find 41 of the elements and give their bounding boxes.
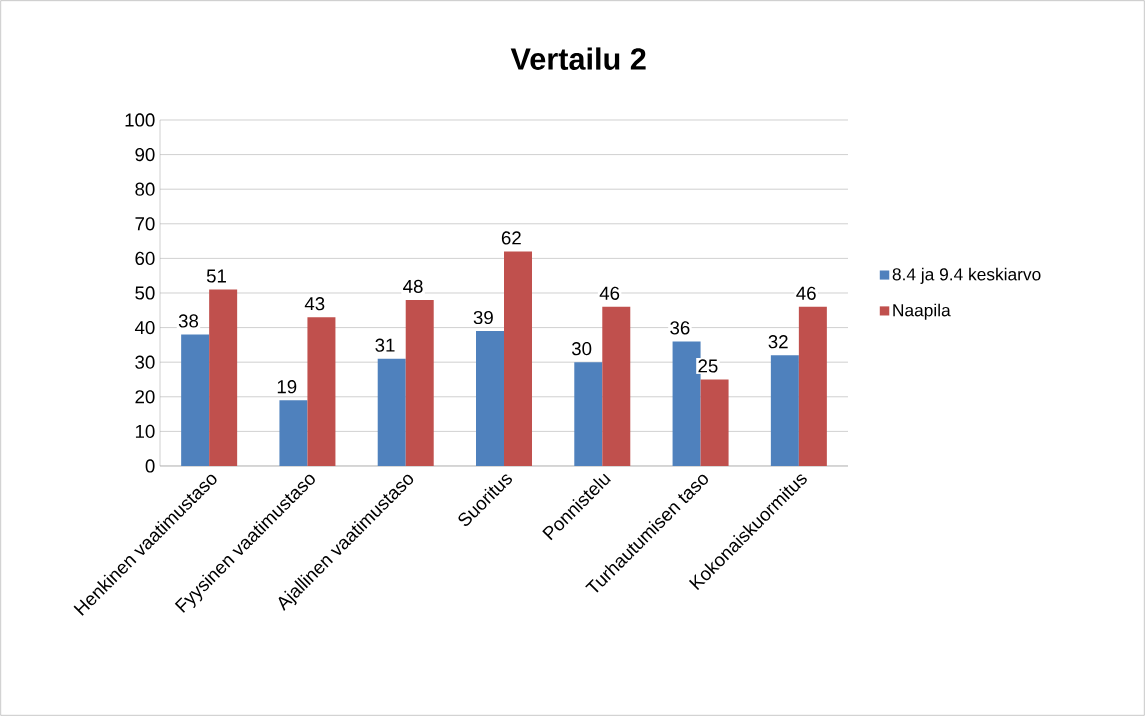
data-label: 38: [178, 314, 199, 328]
bar: [209, 289, 238, 466]
data-label: 36: [670, 321, 690, 335]
bar: [405, 299, 434, 466]
data-label: 51: [206, 269, 226, 283]
y-tick-label: 10: [135, 424, 155, 438]
bar: [476, 331, 504, 466]
data-label: 32: [768, 335, 788, 349]
bar: [181, 334, 210, 466]
data-label: 62: [501, 231, 521, 245]
bar: [574, 362, 603, 466]
y-tick-label: 100: [125, 113, 155, 127]
y-tick-label: 60: [135, 251, 155, 265]
data-label: 46: [796, 286, 816, 300]
legend-label: 8.4 ja 9.4 keskiarvo: [892, 267, 1041, 284]
chart-title: Vertailu 2: [510, 47, 646, 70]
data-label: 25: [698, 359, 718, 373]
bar: [377, 358, 406, 466]
bar: [307, 317, 336, 466]
data-label: 48: [403, 279, 423, 293]
bar: [504, 251, 532, 466]
bar: [279, 400, 308, 466]
data-label: 19: [277, 380, 297, 394]
y-tick-label: 40: [134, 320, 155, 335]
y-tick-label: 20: [135, 390, 155, 404]
data-label: 31: [375, 338, 395, 352]
y-tick-label: 30: [135, 355, 155, 369]
bar: [798, 306, 827, 466]
data-label: 46: [599, 286, 620, 300]
y-tick-label: 50: [135, 286, 155, 300]
bar: [602, 306, 631, 466]
legend-label: Naapila: [893, 303, 951, 320]
y-tick-label: 0: [145, 459, 155, 473]
y-tick-label: 80: [135, 182, 155, 196]
y-tick-label: 90: [135, 147, 155, 162]
data-label: 43: [304, 297, 325, 311]
y-tick-label: 70: [135, 217, 155, 231]
data-label: 39: [473, 310, 493, 325]
data-label: 30: [571, 342, 592, 356]
bar: [770, 355, 799, 466]
bar: [700, 379, 729, 466]
